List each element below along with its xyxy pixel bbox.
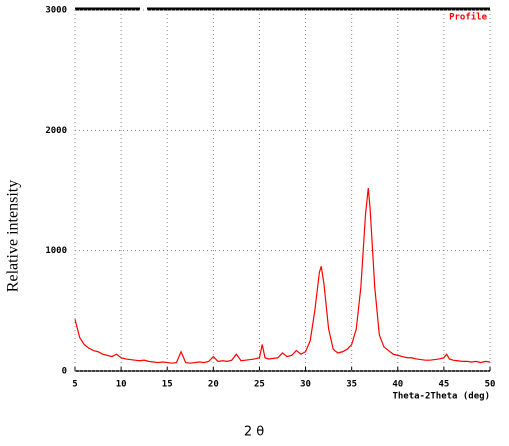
caption: 2 θ (244, 425, 264, 440)
x-tick-label: 10 (116, 380, 127, 390)
x-axis-label: Theta-2Theta (deg) (392, 392, 490, 402)
y-tick-label: 0 (62, 367, 67, 377)
data-line (74, 188, 491, 364)
x-tick-label: 20 (208, 380, 219, 390)
x-tick-label: 35 (346, 380, 357, 390)
y-tick-label: 3000 (45, 6, 67, 16)
x-tick-label: 25 (254, 380, 265, 390)
x-tick-label: 45 (438, 380, 449, 390)
y-tick-label: 1000 (45, 246, 67, 256)
y-axis-label: Relative intensity (5, 180, 22, 292)
x-tick-label: 40 (392, 380, 403, 390)
legend-entry: Profile (449, 12, 488, 23)
x-tick-label: 5 (72, 380, 77, 390)
y-tick-label: 2000 (45, 126, 67, 136)
x-tick-label: 15 (162, 380, 173, 390)
x-tick-label: 30 (300, 380, 311, 390)
x-tick-label: 50 (485, 380, 496, 390)
